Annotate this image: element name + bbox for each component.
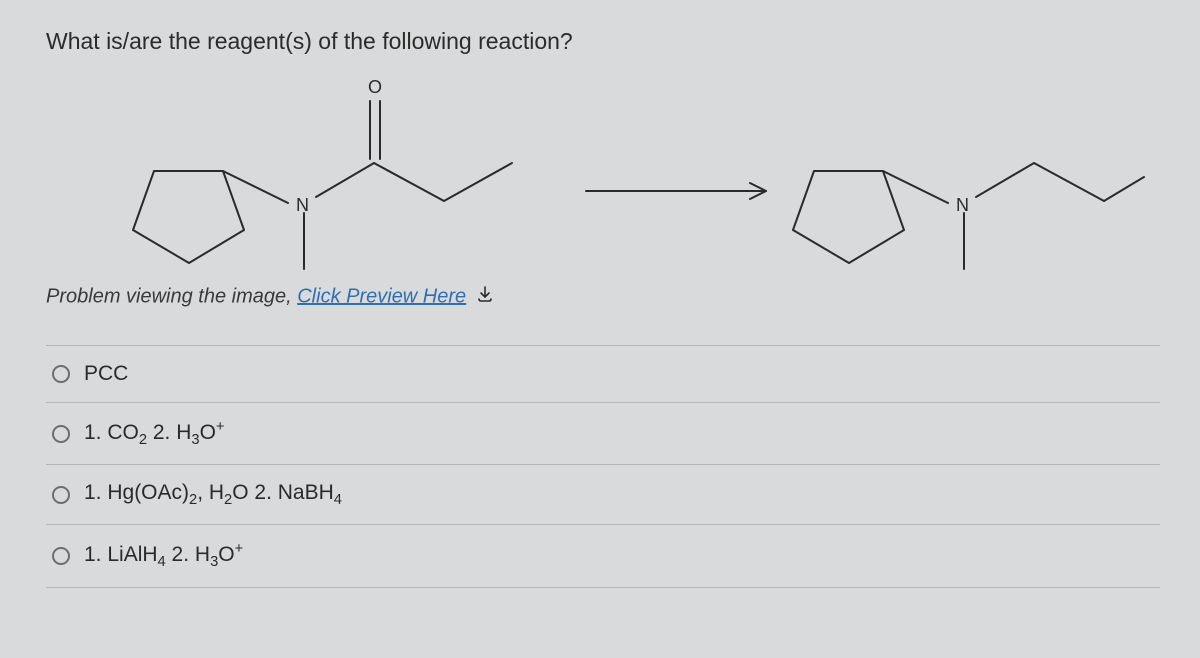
radio-icon[interactable]: [52, 486, 70, 504]
preview-help-line: Problem viewing the image, Click Preview…: [46, 285, 1160, 309]
option-label: PCC: [84, 362, 128, 386]
preview-prefix: Problem viewing the image,: [46, 285, 297, 307]
atom-n-right-label: N: [956, 195, 969, 215]
option-label: 1. Hg(OAc)2, H2O 2. NaBH4: [84, 481, 342, 508]
atom-n-left-label: N: [296, 195, 309, 215]
answer-options: PCC 1. CO2 2. H3O+ 1. Hg(OAc)2, H2O 2. N…: [46, 345, 1160, 588]
question-text: What is/are the reagent(s) of the follow…: [46, 28, 1160, 55]
answer-option[interactable]: 1. Hg(OAc)2, H2O 2. NaBH4: [46, 465, 1160, 525]
preview-link[interactable]: Click Preview Here: [297, 285, 466, 307]
radio-icon[interactable]: [52, 547, 70, 565]
atom-o-label: O: [368, 77, 382, 97]
answer-option[interactable]: 1. LiAlH4 2. H3O+: [46, 525, 1160, 587]
reaction-diagram: O N N: [46, 61, 1160, 279]
option-label: 1. LiAlH4 2. H3O+: [84, 541, 243, 570]
download-arrow-icon[interactable]: [476, 285, 494, 309]
radio-icon[interactable]: [52, 365, 70, 383]
answer-option[interactable]: 1. CO2 2. H3O+: [46, 403, 1160, 465]
radio-icon[interactable]: [52, 425, 70, 443]
answer-option[interactable]: PCC: [46, 346, 1160, 403]
option-label: 1. CO2 2. H3O+: [84, 419, 224, 448]
